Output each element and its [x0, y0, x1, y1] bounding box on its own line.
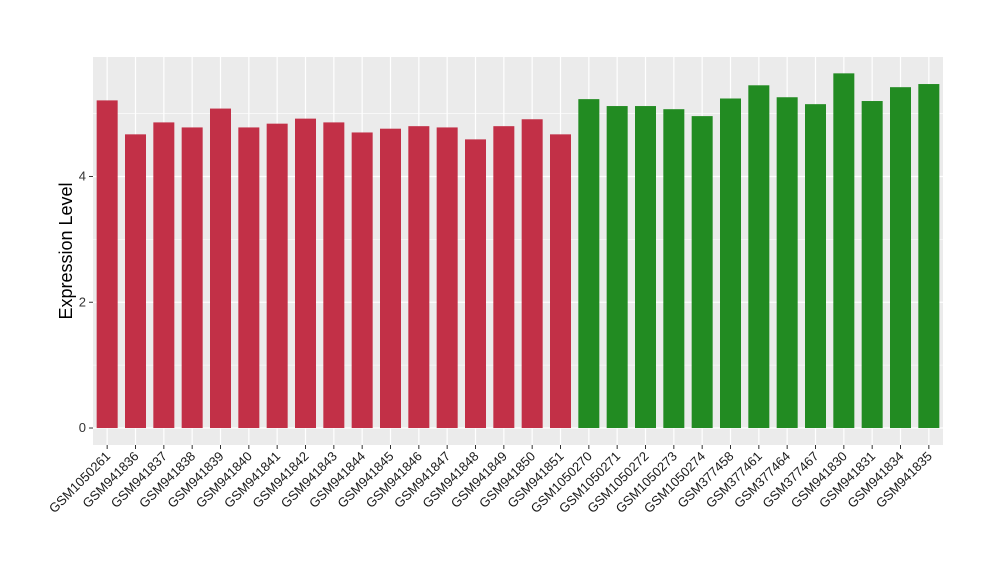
bar-GSM941834 — [890, 87, 911, 429]
bar-GSM377467 — [805, 104, 826, 429]
bar-GSM1050270 — [578, 99, 600, 429]
bar-GSM941839 — [210, 108, 231, 429]
bar-GSM941843 — [323, 122, 345, 429]
bar-GSM941849 — [493, 126, 515, 429]
y-tick-label: 2 — [79, 294, 86, 309]
bar-GSM941841 — [266, 123, 288, 429]
bar-GSM941831 — [861, 101, 883, 429]
bar-GSM1050271 — [606, 106, 628, 429]
bar-GSM941837 — [153, 122, 175, 429]
bar-GSM1050261 — [96, 100, 118, 429]
x-axis: GSM1050261GSM941836GSM941837GSM941838GSM… — [46, 445, 935, 516]
bar-GSM941836 — [125, 134, 146, 429]
y-tick-label: 4 — [79, 168, 86, 183]
bar-GSM1050274 — [691, 116, 713, 429]
bar-GSM1050273 — [663, 109, 685, 429]
bar-GSM941848 — [465, 139, 486, 429]
bar-GSM941830 — [833, 73, 855, 429]
bar-GSM941847 — [436, 127, 458, 429]
bar-GSM941838 — [181, 127, 203, 429]
y-axis-label: Expression Level — [56, 182, 76, 319]
bar-GSM941846 — [408, 126, 430, 429]
bar-GSM941842 — [295, 118, 316, 429]
bar-GSM941844 — [351, 132, 373, 429]
plot-background — [93, 57, 943, 445]
bar-GSM377461 — [748, 85, 770, 429]
bar-GSM941835 — [918, 84, 940, 429]
y-tick-label: 0 — [79, 420, 86, 435]
bar-GSM941845 — [380, 128, 401, 429]
bar-GSM941840 — [238, 127, 260, 429]
bar-GSM377458 — [720, 98, 741, 429]
bar-GSM941850 — [521, 119, 543, 429]
y-axis: 0 2 4 — [79, 168, 93, 435]
bar-GSM377464 — [776, 97, 798, 429]
bars — [96, 73, 940, 429]
bar-GSM1050272 — [635, 106, 656, 429]
bar-GSM941851 — [550, 134, 571, 429]
